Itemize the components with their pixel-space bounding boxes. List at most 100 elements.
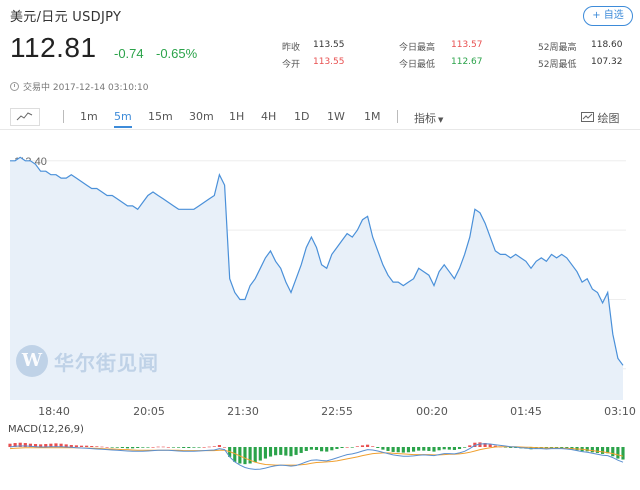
macd-bar xyxy=(560,447,564,449)
period-5m[interactable]: 5m xyxy=(114,110,132,128)
period-30m[interactable]: 30m xyxy=(189,110,214,123)
macd-bar xyxy=(79,445,84,447)
macd-bar xyxy=(64,444,68,447)
macd-bar xyxy=(141,447,145,448)
macd-bar xyxy=(304,447,308,451)
macd-bar xyxy=(161,446,165,448)
macd-bar xyxy=(350,447,354,448)
macd-bar xyxy=(49,443,53,447)
macd-bar xyxy=(207,446,211,448)
macd-bar xyxy=(156,446,160,448)
macd-bar xyxy=(105,447,109,448)
macd-bar xyxy=(355,446,359,447)
macd-bar xyxy=(110,447,114,448)
macd-bar xyxy=(166,447,170,448)
draw-tool-button[interactable]: 绘图 xyxy=(581,110,620,126)
macd-bar xyxy=(136,447,140,448)
macd-bar xyxy=(457,447,462,449)
x-tick-label: 21:30 xyxy=(227,405,259,418)
macd-bar xyxy=(222,447,227,448)
macd-bar xyxy=(125,447,130,449)
macd-bar xyxy=(294,447,298,455)
day-low-label: 今日最低 xyxy=(399,60,436,70)
period-1d[interactable]: 1D xyxy=(294,110,310,123)
toolbar-divider xyxy=(397,110,398,123)
macd-bar xyxy=(463,447,467,448)
day-high-label: 今日最高 xyxy=(399,43,436,53)
macd-bar xyxy=(18,442,22,447)
macd-bar xyxy=(120,447,124,448)
macd-bar xyxy=(299,447,303,453)
price-change: -0.74 xyxy=(114,46,144,61)
price-series-line xyxy=(10,156,624,366)
macd-bar xyxy=(621,447,625,460)
macd-bar xyxy=(590,447,594,453)
macd-bar xyxy=(33,444,38,447)
price-chart[interactable]: 113.40113.20113.00112.80 xyxy=(0,140,640,490)
period-1w[interactable]: 1W xyxy=(327,110,345,123)
indicator-label: 指标 xyxy=(414,112,436,125)
x-tick-label: 00:20 xyxy=(416,405,448,418)
macd-bar xyxy=(473,442,477,447)
macd-bar xyxy=(611,447,615,457)
chart-toolbar: 1m 5m 15m 30m 1H 4H 1D 1W 1M 指标 ▼ 绘图 xyxy=(0,104,640,130)
period-1mo[interactable]: 1M xyxy=(364,110,381,123)
macd-bar xyxy=(151,447,155,448)
macd-bar xyxy=(171,447,176,448)
macd-bar xyxy=(146,447,150,448)
macd-bar xyxy=(85,445,89,447)
x-tick-label: 20:05 xyxy=(133,405,165,418)
macd-bar xyxy=(406,447,411,453)
macd-bar xyxy=(54,443,58,447)
macd-bar xyxy=(100,446,104,448)
macd-bar xyxy=(268,447,273,457)
macd-bar xyxy=(427,447,431,451)
day-high-value: 113.57 xyxy=(451,40,483,50)
macd-bar xyxy=(44,444,48,447)
add-watchlist-button[interactable]: + 自选 xyxy=(583,6,633,26)
macd-bar xyxy=(320,447,324,452)
macd-bar xyxy=(616,447,620,459)
macd-bar xyxy=(432,447,436,452)
prev-close-label: 昨收 xyxy=(282,43,301,53)
macd-bar xyxy=(401,447,405,453)
macd-bar xyxy=(187,447,191,448)
macd-dea-line xyxy=(9,446,624,466)
macd-bar xyxy=(595,447,600,453)
macd-bar xyxy=(493,445,497,447)
macd-bar xyxy=(376,447,380,448)
line-chart-icon[interactable] xyxy=(10,108,40,126)
period-4h[interactable]: 4H xyxy=(261,110,277,123)
w52-low-label: 52周最低 xyxy=(538,60,577,70)
current-price: 112.81 xyxy=(10,32,97,63)
macd-bar xyxy=(23,443,27,447)
macd-bar xyxy=(197,447,201,448)
macd-bar xyxy=(202,447,206,448)
macd-bar xyxy=(289,447,293,457)
period-1m[interactable]: 1m xyxy=(80,110,98,123)
open-value: 113.55 xyxy=(313,57,345,67)
macd-bar xyxy=(243,447,247,465)
open-label: 今开 xyxy=(282,60,301,70)
macd-bar xyxy=(509,447,513,448)
indicator-menu[interactable]: 指标 ▼ xyxy=(414,110,443,126)
instrument-title: 美元/日元 USDJPY xyxy=(10,10,122,25)
macd-bar xyxy=(386,447,390,451)
macd-bar xyxy=(69,445,73,447)
macd-bar xyxy=(391,447,395,452)
macd-bar xyxy=(488,444,492,447)
macd-bar xyxy=(217,445,222,447)
macd-bar xyxy=(39,444,43,447)
x-tick-label: 18:40 xyxy=(38,405,70,418)
macd-bar xyxy=(274,447,278,456)
macd-bar xyxy=(177,447,181,448)
macd-bar xyxy=(90,446,94,447)
macd-bar xyxy=(115,447,119,448)
macd-bar xyxy=(396,447,400,453)
price-change-percent: -0.65% xyxy=(156,46,198,61)
period-15m[interactable]: 15m xyxy=(148,110,173,123)
macd-label: MACD(12,26,9) xyxy=(8,424,84,435)
period-1h[interactable]: 1H xyxy=(229,110,245,123)
macd-bar xyxy=(478,442,482,447)
macd-bar xyxy=(340,447,344,448)
